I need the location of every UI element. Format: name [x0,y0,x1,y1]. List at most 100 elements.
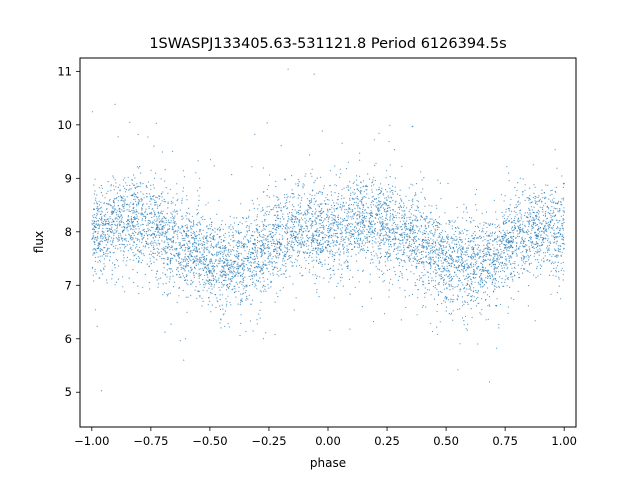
data-point [544,252,546,254]
data-point [164,250,166,252]
data-point [495,266,497,268]
data-point [496,286,498,288]
data-point [221,283,223,285]
data-point [189,213,191,215]
data-point [138,228,140,230]
data-point [147,230,149,232]
data-point [428,244,430,246]
data-point [263,214,265,216]
data-point [245,299,247,301]
data-point [508,210,510,212]
data-point [414,215,416,217]
data-point [236,253,238,255]
data-point [410,216,412,218]
data-point [480,313,482,315]
data-point [393,243,395,245]
data-point [559,230,561,232]
data-point [144,220,146,222]
data-point [532,223,534,225]
data-point [122,260,124,262]
data-point [170,271,172,273]
data-point [412,204,414,206]
data-point [254,133,256,135]
data-point [511,228,513,230]
data-point [418,259,420,261]
data-point [210,225,212,227]
data-point [327,209,329,211]
data-point [223,313,225,315]
data-point [189,252,191,254]
data-point [501,242,503,244]
data-point [223,279,225,281]
data-point [354,240,356,243]
data-point [550,190,552,192]
data-point [259,270,261,272]
data-point [314,274,316,276]
data-point [242,285,244,287]
data-point [494,260,496,262]
data-point [97,233,99,235]
data-point [216,297,218,299]
data-point [486,294,489,296]
data-point [359,243,361,245]
data-point [436,207,438,209]
data-point [561,242,564,245]
data-point [350,192,352,194]
data-point [503,214,505,216]
data-point [239,280,241,283]
data-point [302,251,304,253]
data-point [196,248,198,250]
data-point [517,290,519,292]
data-point [351,243,353,245]
data-point [250,237,252,239]
data-point [400,319,402,321]
data-point [170,222,172,224]
data-point [470,220,472,223]
data-point [141,238,143,240]
data-point [304,175,306,177]
data-point [282,260,284,262]
data-point [444,283,446,285]
data-point [174,249,176,251]
data-point [415,218,417,220]
data-point [291,175,293,177]
data-point [250,265,253,267]
data-point [518,197,520,199]
data-point [514,267,516,269]
data-point [263,220,266,222]
data-point [329,229,331,232]
data-point [167,219,170,221]
data-point [101,219,103,221]
data-point [100,206,103,208]
data-point [505,275,507,277]
data-point [365,215,367,218]
data-point [392,189,394,192]
data-point [540,230,543,232]
data-point [309,202,311,204]
data-point [514,224,516,226]
data-point [274,245,276,247]
data-point [414,284,416,286]
data-point [211,262,213,264]
data-point [335,185,338,187]
data-point [219,228,221,230]
data-point [284,256,287,258]
data-point [423,246,425,248]
data-point [490,223,492,225]
data-point [501,211,503,213]
data-point [510,210,513,212]
data-point [100,219,102,221]
data-point [194,250,197,252]
data-point [405,229,407,231]
data-point [178,295,180,297]
data-point [275,223,277,225]
data-point [227,323,229,325]
data-point [400,243,402,245]
data-point [239,264,241,267]
data-point [485,277,487,279]
data-point [277,255,279,257]
data-point [239,252,241,254]
data-point [262,243,264,245]
data-point [480,237,482,239]
data-point [478,276,481,278]
